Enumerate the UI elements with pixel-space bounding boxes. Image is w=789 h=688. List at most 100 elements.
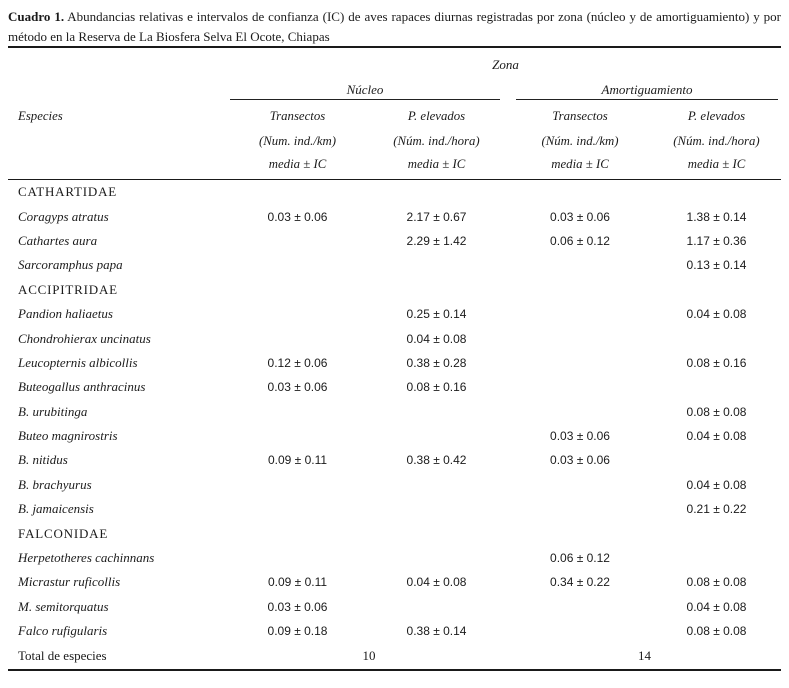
- table-row: Coragyps atratus 0.03 ± 0.06 2.17 ± 0.67…: [8, 204, 781, 228]
- value-nucleo-transectos: 0.09 ± 0.11: [267, 453, 328, 468]
- species-name: B. brachyurus: [18, 476, 92, 492]
- value-amortiguamiento-p-elevados: 0.08 ± 0.08: [686, 404, 747, 419]
- col2-method-header: P. elevados: [407, 109, 466, 123]
- value-nucleo-p-elevados: 0.04 ± 0.08: [406, 575, 467, 590]
- col1-method-header: Transectos: [269, 109, 326, 123]
- species-name: Pandion haliaetus: [18, 306, 113, 322]
- value-nucleo-transectos: 0.12 ± 0.06: [267, 355, 328, 370]
- species-name: Chondrohierax uncinatus: [18, 330, 151, 346]
- species-name: B. jamaicensis: [18, 501, 94, 517]
- value-amortiguamiento-transectos: 0.03 ± 0.06: [550, 453, 610, 468]
- value-nucleo-p-elevados: 0.38 ± 0.14: [406, 624, 467, 639]
- species-name: Buteo magnirostris: [18, 428, 118, 444]
- col3-stat-header: media ± IC: [551, 157, 609, 171]
- table-row: B. nitidus 0.09 ± 0.11 0.38 ± 0.42 0.03 …: [8, 448, 781, 472]
- stat-header-row: media ± IC media ± IC media ± IC media ±…: [8, 149, 781, 172]
- zone-nucleo-label: Núcleo: [230, 82, 500, 100]
- units-header-row: (Num. ind./km) (Núm. ind./hora) (Núm. in…: [8, 124, 781, 149]
- table-row: B. brachyurus 0.04 ± 0.08: [8, 473, 781, 497]
- value-amortiguamiento-p-elevados: 0.08 ± 0.08: [686, 575, 747, 590]
- species-name: Falco rufigularis: [18, 623, 108, 639]
- value-amortiguamiento-p-elevados: 0.13 ± 0.14: [686, 258, 747, 273]
- value-nucleo-p-elevados: 2.17 ± 0.67: [406, 209, 467, 224]
- species-column-header: Especies: [18, 109, 63, 123]
- value-amortiguamiento-p-elevados: 0.08 ± 0.16: [686, 355, 747, 370]
- col4-method-header: P. elevados: [687, 109, 746, 123]
- table-body: CATHARTIDAE Coragyps atratus 0.03 ± 0.06…: [8, 180, 781, 643]
- value-amortiguamiento-transectos: 0.06 ± 0.12: [550, 551, 610, 566]
- value-amortiguamiento-transectos: 0.03 ± 0.06: [550, 209, 610, 224]
- table-row: CATHARTIDAE: [8, 180, 781, 204]
- table-row: B. jamaicensis 0.21 ± 0.22: [8, 497, 781, 521]
- species-name: ACCIPITRIDAE: [18, 281, 118, 297]
- species-name: FALCONIDAE: [18, 525, 109, 541]
- value-amortiguamiento-p-elevados: 0.04 ± 0.08: [686, 599, 747, 614]
- species-name: Cathartes aura: [18, 232, 98, 248]
- species-name: B. nitidus: [18, 452, 68, 468]
- table-row: Sarcoramphus papa 0.13 ± 0.14: [8, 253, 781, 277]
- species-name: Herpetotheres cachinnans: [18, 550, 155, 566]
- col2-units-header: (Núm. ind./hora): [393, 134, 480, 148]
- col4-units-header: (Núm. ind./hora): [673, 134, 760, 148]
- zone-header-row: Zona: [8, 48, 781, 76]
- table-row: B. urubitinga 0.08 ± 0.08: [8, 400, 781, 424]
- value-nucleo-transectos: 0.09 ± 0.18: [267, 624, 328, 639]
- value-amortiguamiento-p-elevados: 1.17 ± 0.36: [686, 233, 747, 248]
- total-amortiguamiento-value: 14: [638, 648, 651, 664]
- value-nucleo-transectos: 0.03 ± 0.06: [267, 209, 328, 224]
- table-row: Cathartes aura 2.29 ± 1.42 0.06 ± 0.12 1…: [8, 229, 781, 253]
- value-nucleo-transectos: 0.09 ± 0.11: [267, 575, 328, 590]
- species-name: Buteogallus anthracinus: [18, 379, 146, 395]
- species-name: M. semitorquatus: [18, 598, 109, 614]
- value-amortiguamiento-p-elevados: 0.04 ± 0.08: [686, 477, 747, 492]
- value-amortiguamiento-transectos: 0.34 ± 0.22: [550, 575, 610, 590]
- species-name: Leucopternis albicollis: [18, 354, 138, 370]
- col2-stat-header: media ± IC: [407, 157, 466, 171]
- species-name: Micrastur ruficollis: [18, 574, 121, 590]
- header-bottom-rule: [8, 179, 781, 180]
- total-row: Total de especies 10 14: [8, 643, 781, 669]
- table-row: Herpetotheres cachinnans 0.06 ± 0.12: [8, 546, 781, 570]
- zone-header: Zona: [492, 57, 519, 72]
- value-amortiguamiento-transectos: 0.03 ± 0.06: [550, 429, 610, 444]
- table-row: Falco rufigularis 0.09 ± 0.18 0.38 ± 0.1…: [8, 619, 781, 643]
- total-nucleo-value: 10: [362, 648, 376, 664]
- value-amortiguamiento-transectos: 0.06 ± 0.12: [550, 233, 610, 248]
- table-bottom-rule: [8, 669, 781, 672]
- col4-stat-header: media ± IC: [687, 157, 746, 171]
- species-name: CATHARTIDAE: [18, 184, 118, 200]
- table-caption-number: Cuadro 1.: [8, 9, 65, 24]
- col1-units-header: (Num. ind./km): [258, 134, 337, 148]
- paper-page: Cuadro 1. Abundancias relativas e interv…: [8, 7, 781, 672]
- table-row: Micrastur ruficollis 0.09 ± 0.11 0.04 ± …: [8, 570, 781, 594]
- table-top-rule: [8, 46, 781, 48]
- value-amortiguamiento-p-elevados: 0.04 ± 0.08: [686, 307, 747, 322]
- value-amortiguamiento-p-elevados: 0.04 ± 0.08: [686, 429, 747, 444]
- value-nucleo-p-elevados: 2.29 ± 1.42: [406, 233, 467, 248]
- species-name: Sarcoramphus papa: [18, 257, 123, 273]
- table-row: Buteogallus anthracinus 0.03 ± 0.06 0.08…: [8, 375, 781, 399]
- value-amortiguamiento-p-elevados: 0.21 ± 0.22: [686, 502, 747, 517]
- species-name: Coragyps atratus: [18, 208, 109, 224]
- zone-labels-row: Núcleo Amortiguamiento: [8, 76, 781, 100]
- value-nucleo-p-elevados: 0.38 ± 0.42: [406, 453, 467, 468]
- value-nucleo-p-elevados: 0.25 ± 0.14: [406, 307, 467, 322]
- table-row: ACCIPITRIDAE: [8, 278, 781, 302]
- zone-amortiguamiento-label: Amortiguamiento: [516, 82, 778, 100]
- value-amortiguamiento-p-elevados: 1.38 ± 0.14: [686, 209, 747, 224]
- value-nucleo-p-elevados: 0.04 ± 0.08: [406, 331, 467, 346]
- col1-stat-header: media ± IC: [268, 157, 327, 171]
- value-nucleo-p-elevados: 0.38 ± 0.28: [406, 355, 467, 370]
- species-name: B. urubitinga: [18, 403, 88, 419]
- method-header-row: Especies Transectos P. elevados Transect…: [8, 100, 781, 124]
- table-caption: Cuadro 1. Abundancias relativas e interv…: [8, 7, 781, 46]
- total-label: Total de especies: [18, 648, 107, 664]
- table-row: Leucopternis albicollis 0.12 ± 0.06 0.38…: [8, 351, 781, 375]
- table-row: Buteo magnirostris 0.03 ± 0.06 0.04 ± 0.…: [8, 424, 781, 448]
- table-caption-text: Abundancias relativas e intervalos de co…: [8, 9, 781, 44]
- table-row: M. semitorquatus 0.03 ± 0.06 0.04 ± 0.08: [8, 595, 781, 619]
- value-nucleo-transectos: 0.03 ± 0.06: [267, 599, 328, 614]
- table-row: Pandion haliaetus 0.25 ± 0.14 0.04 ± 0.0…: [8, 302, 781, 326]
- value-nucleo-p-elevados: 0.08 ± 0.16: [406, 380, 467, 395]
- value-amortiguamiento-p-elevados: 0.08 ± 0.08: [686, 624, 747, 639]
